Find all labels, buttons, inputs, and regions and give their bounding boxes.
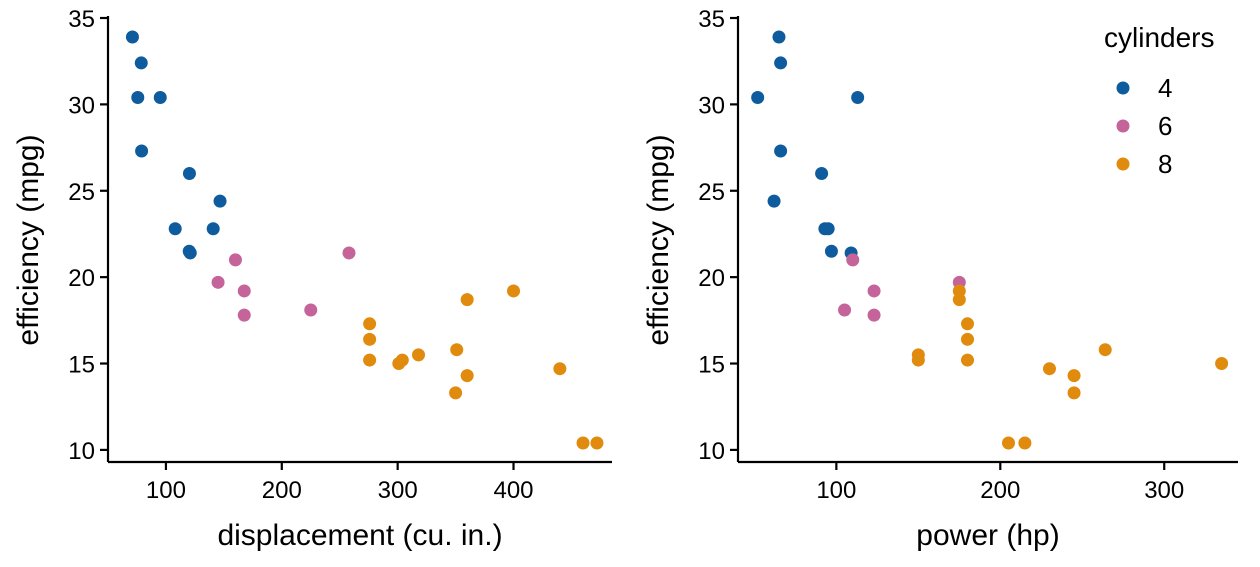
legend-title: cylinders xyxy=(1104,22,1214,53)
data-point-displacement-cyl-6 xyxy=(211,275,225,289)
power-y-tick-label: 30 xyxy=(698,92,725,119)
data-point-power-cyl-8 xyxy=(1098,343,1112,357)
data-point-power-cyl-4 xyxy=(821,222,835,236)
power-x-tick-label: 100 xyxy=(816,477,856,504)
data-point-power-cyl-4 xyxy=(815,166,829,180)
power-y-tick-label: 15 xyxy=(698,352,725,379)
data-point-displacement-cyl-8 xyxy=(460,369,474,383)
data-point-power-cyl-8 xyxy=(961,317,975,331)
power-y-tick-label: 25 xyxy=(698,179,725,206)
displacement-x-tick-label: 100 xyxy=(146,477,186,504)
displacement-y-tick-label: 30 xyxy=(68,92,95,119)
data-point-power-cyl-8 xyxy=(952,293,966,307)
legend-label-8: 8 xyxy=(1158,149,1172,179)
data-point-displacement-cyl-8 xyxy=(363,332,377,346)
data-point-displacement-cyl-8 xyxy=(363,317,377,331)
data-point-displacement-cyl-4 xyxy=(134,56,148,70)
data-point-power-cyl-6 xyxy=(838,303,852,317)
panel-power: 10 15 20 25 30 35 100 200 300 power (hp) efficie… xyxy=(642,6,1238,552)
data-point-power-cyl-8 xyxy=(961,332,975,346)
data-point-power-cyl-4 xyxy=(767,194,781,208)
data-point-displacement-cyl-8 xyxy=(412,348,426,362)
data-point-displacement-cyl-4 xyxy=(206,222,220,236)
data-point-power-cyl-6 xyxy=(867,308,881,322)
displacement-y-tick-label: 10 xyxy=(68,438,95,465)
data-point-displacement-cyl-6 xyxy=(304,303,318,317)
data-point-power-cyl-8 xyxy=(1067,369,1081,383)
displacement-y-tick-label: 15 xyxy=(68,352,95,379)
data-point-displacement-cyl-4 xyxy=(182,166,196,180)
data-point-displacement-cyl-8 xyxy=(590,436,604,450)
data-point-displacement-cyl-8 xyxy=(450,343,464,357)
data-point-displacement-cyl-6 xyxy=(237,284,251,298)
data-point-power-cyl-4 xyxy=(774,144,788,158)
data-point-power-cyl-6 xyxy=(846,253,860,267)
data-point-displacement-cyl-4 xyxy=(153,90,167,104)
data-point-displacement-cyl-4 xyxy=(168,222,182,236)
data-point-displacement-cyl-4 xyxy=(131,90,145,104)
panel-power-y-title: efficiency (mpg) xyxy=(642,134,675,345)
legend: cylinders 4 6 8 xyxy=(1104,22,1214,179)
panel-displacement-axes: 10 15 20 25 30 35 100 200 300 400 xyxy=(68,6,612,504)
power-x-tick-label: 200 xyxy=(980,477,1020,504)
legend-key-8 xyxy=(1116,157,1130,171)
panel-power-points xyxy=(751,30,1229,450)
panel-displacement-y-title: efficiency (mpg) xyxy=(12,134,45,345)
panel-displacement: 10 15 20 25 30 35 100 200 300 400 displacement (c… xyxy=(12,6,612,552)
panel-displacement-x-title: displacement (cu. in.) xyxy=(217,519,502,552)
data-point-power-cyl-8 xyxy=(1067,386,1081,400)
data-point-power-cyl-8 xyxy=(1215,357,1229,371)
data-point-power-cyl-6 xyxy=(867,284,881,298)
data-point-power-cyl-4 xyxy=(772,30,786,44)
power-y-tick-label: 20 xyxy=(698,265,725,292)
panel-displacement-points xyxy=(125,30,604,450)
data-point-power-cyl-4 xyxy=(851,90,865,104)
data-point-displacement-cyl-8 xyxy=(553,362,567,376)
legend-label-6: 6 xyxy=(1158,111,1172,141)
data-point-displacement-cyl-6 xyxy=(228,253,242,267)
data-point-displacement-cyl-8 xyxy=(392,357,406,371)
displacement-y-tick-label: 25 xyxy=(68,179,95,206)
data-point-power-cyl-4 xyxy=(751,90,765,104)
data-point-displacement-cyl-4 xyxy=(213,194,227,208)
panel-power-x-title: power (hp) xyxy=(916,519,1059,552)
data-point-power-cyl-4 xyxy=(774,56,788,70)
displacement-y-tick-label: 20 xyxy=(68,265,95,292)
data-point-power-cyl-8 xyxy=(1001,436,1015,450)
data-point-displacement-cyl-8 xyxy=(449,386,463,400)
data-point-power-cyl-4 xyxy=(824,244,838,258)
panel-power-axes: 10 15 20 25 30 35 100 200 300 xyxy=(698,6,1238,504)
data-point-displacement-cyl-8 xyxy=(507,284,521,298)
data-point-displacement-cyl-8 xyxy=(576,436,590,450)
data-point-displacement-cyl-8 xyxy=(363,353,377,367)
power-y-tick-label: 35 xyxy=(698,6,725,33)
data-point-displacement-cyl-8 xyxy=(460,293,474,307)
data-point-power-cyl-8 xyxy=(1042,362,1056,376)
data-point-power-cyl-8 xyxy=(961,353,975,367)
legend-key-4 xyxy=(1116,81,1130,95)
power-x-tick-label: 300 xyxy=(1144,477,1184,504)
displacement-x-tick-label: 400 xyxy=(493,477,533,504)
data-point-displacement-cyl-4 xyxy=(125,30,139,44)
displacement-x-tick-label: 200 xyxy=(262,477,302,504)
legend-label-4: 4 xyxy=(1158,73,1172,103)
displacement-x-tick-label: 300 xyxy=(378,477,418,504)
data-point-displacement-cyl-6 xyxy=(342,246,356,260)
data-point-power-cyl-8 xyxy=(911,353,925,367)
data-point-displacement-cyl-4 xyxy=(182,244,196,258)
displacement-y-tick-label: 35 xyxy=(68,6,95,33)
power-y-tick-label: 10 xyxy=(698,438,725,465)
data-point-displacement-cyl-4 xyxy=(135,144,149,158)
legend-key-6 xyxy=(1116,119,1130,133)
data-point-displacement-cyl-6 xyxy=(237,308,251,322)
data-point-power-cyl-8 xyxy=(1018,436,1032,450)
